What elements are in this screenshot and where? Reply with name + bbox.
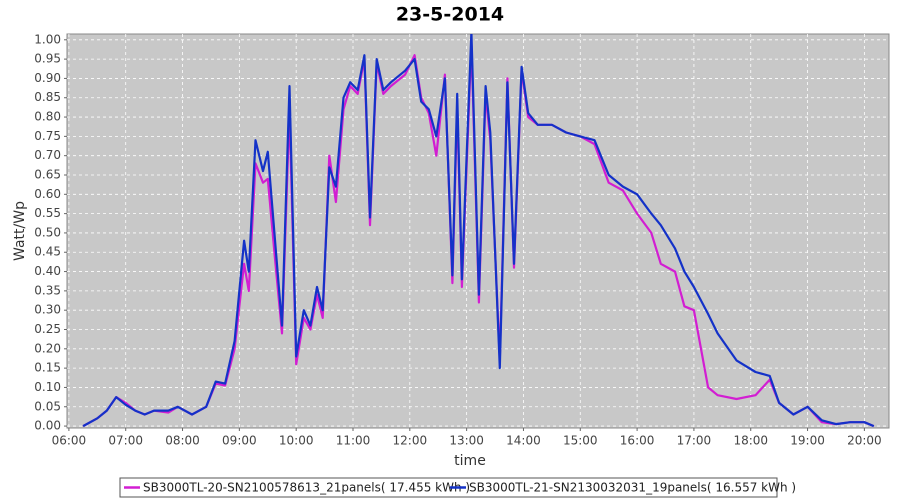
y-tick-label: 0.55: [34, 206, 61, 220]
y-tick-label: 0.15: [34, 361, 61, 375]
x-tick-label: 06:00: [52, 434, 87, 448]
x-tick-label: 16:00: [620, 434, 655, 448]
x-axis-label: time: [454, 453, 486, 469]
y-tick-label: 0.10: [34, 380, 61, 394]
series-layer: [82, 34, 875, 428]
x-tick-label: 11:00: [336, 434, 371, 448]
legend-label: SB3000TL-21-SN2130032031_19panels( 16.55…: [469, 481, 796, 495]
y-tick-label: 0.50: [34, 225, 61, 239]
y-tick-label: 0.80: [34, 110, 61, 124]
legend-label: SB3000TL-20-SN2100578613_21panels( 17.45…: [143, 481, 470, 495]
x-tick-label: 18:00: [733, 434, 768, 448]
x-tick-label: 07:00: [108, 434, 143, 448]
y-tick-label: 0.75: [34, 129, 61, 143]
y-tick-label: 0.20: [34, 341, 61, 355]
x-tick-label: 15:00: [563, 434, 598, 448]
y-tick-label: 0.90: [34, 71, 61, 85]
y-tick-label: 0.35: [34, 283, 61, 297]
series-line: [82, 34, 875, 428]
x-tick-label: 09:00: [222, 434, 257, 448]
y-tick-label: 0.30: [34, 303, 61, 317]
y-tick-label: 0.60: [34, 187, 61, 201]
y-tick-label: 0.85: [34, 90, 61, 104]
x-tick-label: 08:00: [165, 434, 200, 448]
y-tick-label: 0.40: [34, 264, 61, 278]
y-tick-label: 1.00: [34, 32, 61, 46]
legend: [119, 477, 778, 498]
x-tick-label: 13:00: [449, 434, 484, 448]
y-tick-label: 0.25: [34, 322, 61, 336]
chart-title: 23-5-2014: [396, 4, 504, 26]
y-tick-label: 0.70: [34, 148, 61, 162]
x-tick-label: 20:00: [847, 434, 882, 448]
x-tick-label: 12:00: [393, 434, 428, 448]
x-tick-label: 19:00: [790, 434, 825, 448]
y-axis-label: Watt/Wp: [12, 201, 28, 261]
y-tick-label: 0.95: [34, 52, 61, 66]
x-tick-label: 17:00: [677, 434, 712, 448]
y-tick-label: 0.65: [34, 167, 61, 181]
y-tick-label: 0.45: [34, 245, 61, 259]
y-tick-label: 0.05: [34, 399, 61, 413]
x-tick-label: 10:00: [279, 434, 314, 448]
y-tick-label: 0.00: [34, 419, 61, 433]
x-tick-label: 14:00: [506, 434, 541, 448]
